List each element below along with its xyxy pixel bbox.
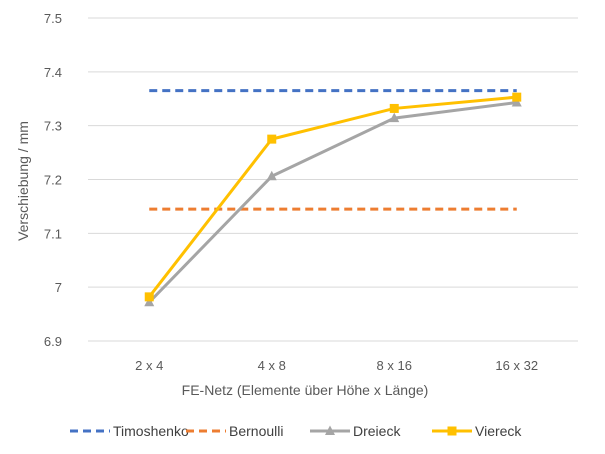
legend-marker xyxy=(325,425,335,435)
legend-label: Dreieck xyxy=(353,423,401,439)
data-point-viereck xyxy=(512,92,522,102)
legend-item-bernoulli: Bernoulli xyxy=(186,423,283,439)
legend: Timoshenko Bernoulli Dreieck Viereck xyxy=(70,423,522,439)
series-line-viereck xyxy=(148,95,517,298)
series-line-dreieck xyxy=(148,101,517,304)
y-tick-label: 7.1 xyxy=(44,226,62,241)
legend-label: Bernoulli xyxy=(229,423,283,439)
legend-item-dreieck: Dreieck xyxy=(310,423,401,439)
legend-marker xyxy=(447,426,457,436)
y-axis-title: Verschiebung / mm xyxy=(15,121,31,241)
data-point-dreieck xyxy=(389,112,400,123)
legend-label: Viereck xyxy=(475,423,522,439)
x-tick-labels: 2 x 4 4 x 8 8 x 16 16 x 32 xyxy=(135,358,538,373)
data-point-dreieck xyxy=(144,296,155,307)
gridlines xyxy=(88,17,578,342)
series-lines xyxy=(144,89,522,307)
y-tick-label: 7.5 xyxy=(44,11,62,26)
x-tick-label: 16 x 32 xyxy=(495,358,538,373)
y-tick-label: 6.9 xyxy=(44,334,62,349)
y-tick-labels: 6.9 7 7.1 7.2 7.3 7.4 7.5 xyxy=(44,11,62,349)
data-point-viereck xyxy=(389,103,399,113)
y-tick-label: 7.3 xyxy=(44,119,62,134)
data-point-dreieck xyxy=(511,97,522,107)
y-tick-label: 7.2 xyxy=(44,173,62,188)
data-point-viereck xyxy=(267,134,277,144)
y-tick-label: 7.4 xyxy=(44,65,62,80)
x-tick-label: 8 x 16 xyxy=(377,358,412,373)
legend-item-viereck: Viereck xyxy=(432,423,522,439)
legend-label: Timoshenko xyxy=(113,423,189,439)
y-tick-label: 7 xyxy=(55,280,62,295)
x-tick-label: 2 x 4 xyxy=(135,358,163,373)
data-point-dreieck xyxy=(266,170,277,181)
legend-item-timoshenko: Timoshenko xyxy=(70,423,189,439)
x-tick-label: 4 x 8 xyxy=(258,358,286,373)
data-point-viereck xyxy=(144,292,154,302)
x-axis-title: FE-Netz (Elemente über Höhe x Länge) xyxy=(182,382,429,398)
